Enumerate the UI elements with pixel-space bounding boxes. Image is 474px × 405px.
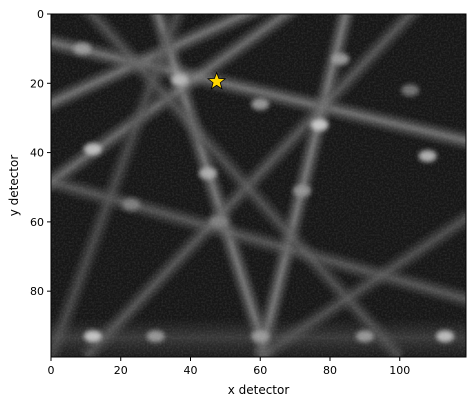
x-tick-label-80: 80 [323, 364, 337, 377]
x-axis-label: x detector [228, 383, 290, 397]
y-tick-label-40: 40 [30, 147, 44, 160]
marker-layer [207, 71, 227, 90]
y-tick-label-60: 60 [30, 216, 44, 229]
y-tick-label-80: 80 [30, 285, 44, 298]
plot-area [51, 14, 466, 357]
x-tick-label-0: 0 [48, 364, 55, 377]
plot-frame [50, 13, 467, 358]
x-tick-label-40: 40 [183, 364, 197, 377]
x-axis-ticks: 0 20 40 60 80 100 [48, 357, 410, 377]
x-tick-label-100: 100 [389, 364, 410, 377]
y-tick-label-20: 20 [30, 77, 44, 90]
y-tick-label-0: 0 [37, 8, 44, 21]
y-axis-label: y detector [7, 155, 21, 217]
star-marker [207, 71, 227, 90]
x-tick-label-20: 20 [114, 364, 128, 377]
noise-texture [51, 14, 466, 357]
y-axis-ticks: 0 20 40 60 80 [30, 8, 51, 298]
x-tick-label-60: 60 [253, 364, 267, 377]
